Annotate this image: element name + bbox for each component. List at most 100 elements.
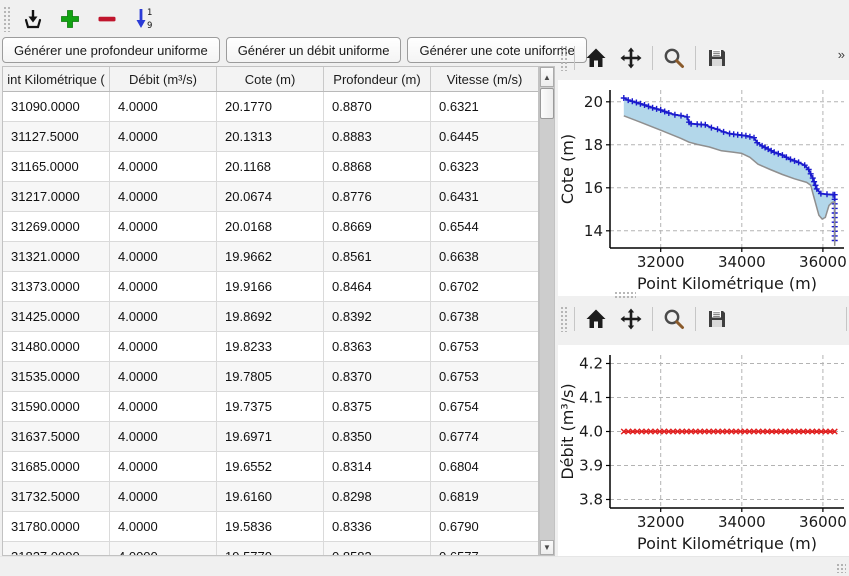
table-cell[interactable]: 0.6544 <box>431 212 538 242</box>
table-cell[interactable]: 31732.5000 <box>3 482 110 512</box>
table-cell[interactable]: 0.8350 <box>324 422 431 452</box>
table-cell[interactable]: 31637.5000 <box>3 422 110 452</box>
table-row[interactable]: 31269.0000 4.0000 20.0168 0.8669 0.6544 <box>3 212 538 242</box>
table-cell[interactable]: 31217.0000 <box>3 182 110 212</box>
column-header[interactable]: int Kilométrique ( <box>3 67 110 91</box>
table-cell[interactable]: 19.8233 <box>217 332 324 362</box>
chart1-toolbar-handle[interactable] <box>560 45 567 71</box>
table-cell[interactable]: 19.6971 <box>217 422 324 452</box>
table-cell[interactable]: 31480.0000 <box>3 332 110 362</box>
table-cell[interactable]: 0.8868 <box>324 152 431 182</box>
table-cell[interactable]: 31685.0000 <box>3 452 110 482</box>
table-cell[interactable]: 4.0000 <box>110 422 217 452</box>
table-row[interactable]: 31590.0000 4.0000 19.7375 0.8375 0.6754 <box>3 392 538 422</box>
table-vertical-scrollbar[interactable]: ▲ ▼ <box>539 66 555 556</box>
table-cell[interactable]: 0.6431 <box>431 182 538 212</box>
table-row[interactable]: 31217.0000 4.0000 20.0674 0.8776 0.6431 <box>3 182 538 212</box>
table-cell[interactable]: 0.8561 <box>324 242 431 272</box>
table-cell[interactable]: 0.8669 <box>324 212 431 242</box>
debit-chart[interactable]: 32000 34000 36000 3.8 3.9 4.0 4.1 4.2 Point Kilo… <box>558 345 849 556</box>
table-cell[interactable]: 0.6774 <box>431 422 538 452</box>
table-cell[interactable]: 31127.5000 <box>3 122 110 152</box>
table-cell[interactable]: 0.6321 <box>431 92 538 122</box>
table-cell[interactable]: 19.5770 <box>217 542 324 555</box>
toolbar-overflow-chevron[interactable]: » <box>837 47 845 62</box>
table-row[interactable]: 31425.0000 4.0000 19.8692 0.8392 0.6738 <box>3 302 538 332</box>
table-cell[interactable]: 31425.0000 <box>3 302 110 332</box>
table-cell[interactable]: 19.6552 <box>217 452 324 482</box>
table-cell[interactable]: 20.0674 <box>217 182 324 212</box>
table-cell[interactable]: 20.0168 <box>217 212 324 242</box>
dock-drag-handle[interactable] <box>614 291 636 298</box>
generate-cote-button[interactable]: Générer une cote uniforme <box>407 37 587 63</box>
table-cell[interactable]: 4.0000 <box>110 182 217 212</box>
table-cell[interactable]: 4.0000 <box>110 542 217 555</box>
table-cell[interactable]: 4.0000 <box>110 122 217 152</box>
table-cell[interactable]: 4.0000 <box>110 512 217 542</box>
sort-rows-icon[interactable]: 1 9 <box>130 5 158 33</box>
table-cell[interactable]: 19.6160 <box>217 482 324 512</box>
table-cell[interactable]: 0.8298 <box>324 482 431 512</box>
table-row[interactable]: 31090.0000 4.0000 20.1770 0.8870 0.6321 <box>3 92 538 122</box>
table-cell[interactable]: 0.8870 <box>324 92 431 122</box>
table-cell[interactable]: 19.9166 <box>217 272 324 302</box>
table-cell[interactable]: 0.6738 <box>431 302 538 332</box>
add-row-icon[interactable] <box>56 5 84 33</box>
pan-icon[interactable] <box>617 44 645 72</box>
table-cell[interactable]: 0.6804 <box>431 452 538 482</box>
table-row[interactable]: 31373.0000 4.0000 19.9166 0.8464 0.6702 <box>3 272 538 302</box>
table-row[interactable]: 31321.0000 4.0000 19.9662 0.8561 0.6638 <box>3 242 538 272</box>
table-cell[interactable]: 0.6753 <box>431 332 538 362</box>
remove-row-icon[interactable] <box>93 5 121 33</box>
table-cell[interactable]: 4.0000 <box>110 272 217 302</box>
table-cell[interactable]: 20.1770 <box>217 92 324 122</box>
table-cell[interactable]: 0.8776 <box>324 182 431 212</box>
table-cell[interactable]: 4.0000 <box>110 302 217 332</box>
table-cell[interactable]: 19.7375 <box>217 392 324 422</box>
save-icon[interactable] <box>703 305 731 333</box>
generate-flow-button[interactable]: Générer un débit uniforme <box>225 37 402 63</box>
save-icon[interactable] <box>703 44 731 72</box>
table-cell[interactable]: 4.0000 <box>110 332 217 362</box>
table-row[interactable]: 31480.0000 4.0000 19.8233 0.8363 0.6753 <box>3 332 538 362</box>
table-cell[interactable]: 20.1168 <box>217 152 324 182</box>
table-cell[interactable]: 0.6819 <box>431 482 538 512</box>
table-cell[interactable]: 0.8336 <box>324 512 431 542</box>
table-cell[interactable]: 31165.0000 <box>3 152 110 182</box>
table-cell[interactable]: 0.8370 <box>324 362 431 392</box>
table-cell[interactable]: 31535.0000 <box>3 362 110 392</box>
table-cell[interactable]: 31321.0000 <box>3 242 110 272</box>
column-header[interactable]: Débit (m³/s) <box>110 67 217 91</box>
scroll-down-icon[interactable]: ▼ <box>540 540 554 555</box>
table-cell[interactable]: 4.0000 <box>110 212 217 242</box>
table-cell[interactable]: 19.7805 <box>217 362 324 392</box>
table-cell[interactable]: 4.0000 <box>110 242 217 272</box>
column-header[interactable]: Cote (m) <box>217 67 324 91</box>
table-cell[interactable]: 0.8883 <box>324 122 431 152</box>
table-row[interactable]: 31535.0000 4.0000 19.7805 0.8370 0.6753 <box>3 362 538 392</box>
table-row[interactable]: 31127.5000 4.0000 20.1313 0.8883 0.6445 <box>3 122 538 152</box>
home-icon[interactable] <box>582 305 610 333</box>
table-cell[interactable]: 0.8375 <box>324 392 431 422</box>
import-icon[interactable] <box>19 5 47 33</box>
table-cell[interactable]: 4.0000 <box>110 392 217 422</box>
table-cell[interactable]: 4.0000 <box>110 452 217 482</box>
chart2-toolbar-handle[interactable] <box>560 306 567 332</box>
table-cell[interactable]: 4.0000 <box>110 362 217 392</box>
zoom-icon[interactable] <box>660 44 688 72</box>
table-cell[interactable]: 31090.0000 <box>3 92 110 122</box>
resize-grip[interactable] <box>836 563 846 573</box>
scrollbar-thumb[interactable] <box>540 88 554 119</box>
cote-chart[interactable]: 32000 34000 36000 14 16 18 20 Point Kilométriqu… <box>558 80 849 296</box>
table-cell[interactable]: 31780.0000 <box>3 512 110 542</box>
table-row[interactable]: 31732.5000 4.0000 19.6160 0.8298 0.6819 <box>3 482 538 512</box>
table-cell[interactable]: 31827.0000 <box>3 542 110 555</box>
table-cell[interactable]: 0.8392 <box>324 302 431 332</box>
table-cell[interactable]: 4.0000 <box>110 92 217 122</box>
table-cell[interactable]: 0.6577 <box>431 542 538 555</box>
table-cell[interactable]: 4.0000 <box>110 152 217 182</box>
scroll-up-icon[interactable]: ▲ <box>540 67 554 87</box>
generate-depth-button[interactable]: Générer une profondeur uniforme <box>2 37 220 63</box>
table-row[interactable]: 31780.0000 4.0000 19.5836 0.8336 0.6790 <box>3 512 538 542</box>
